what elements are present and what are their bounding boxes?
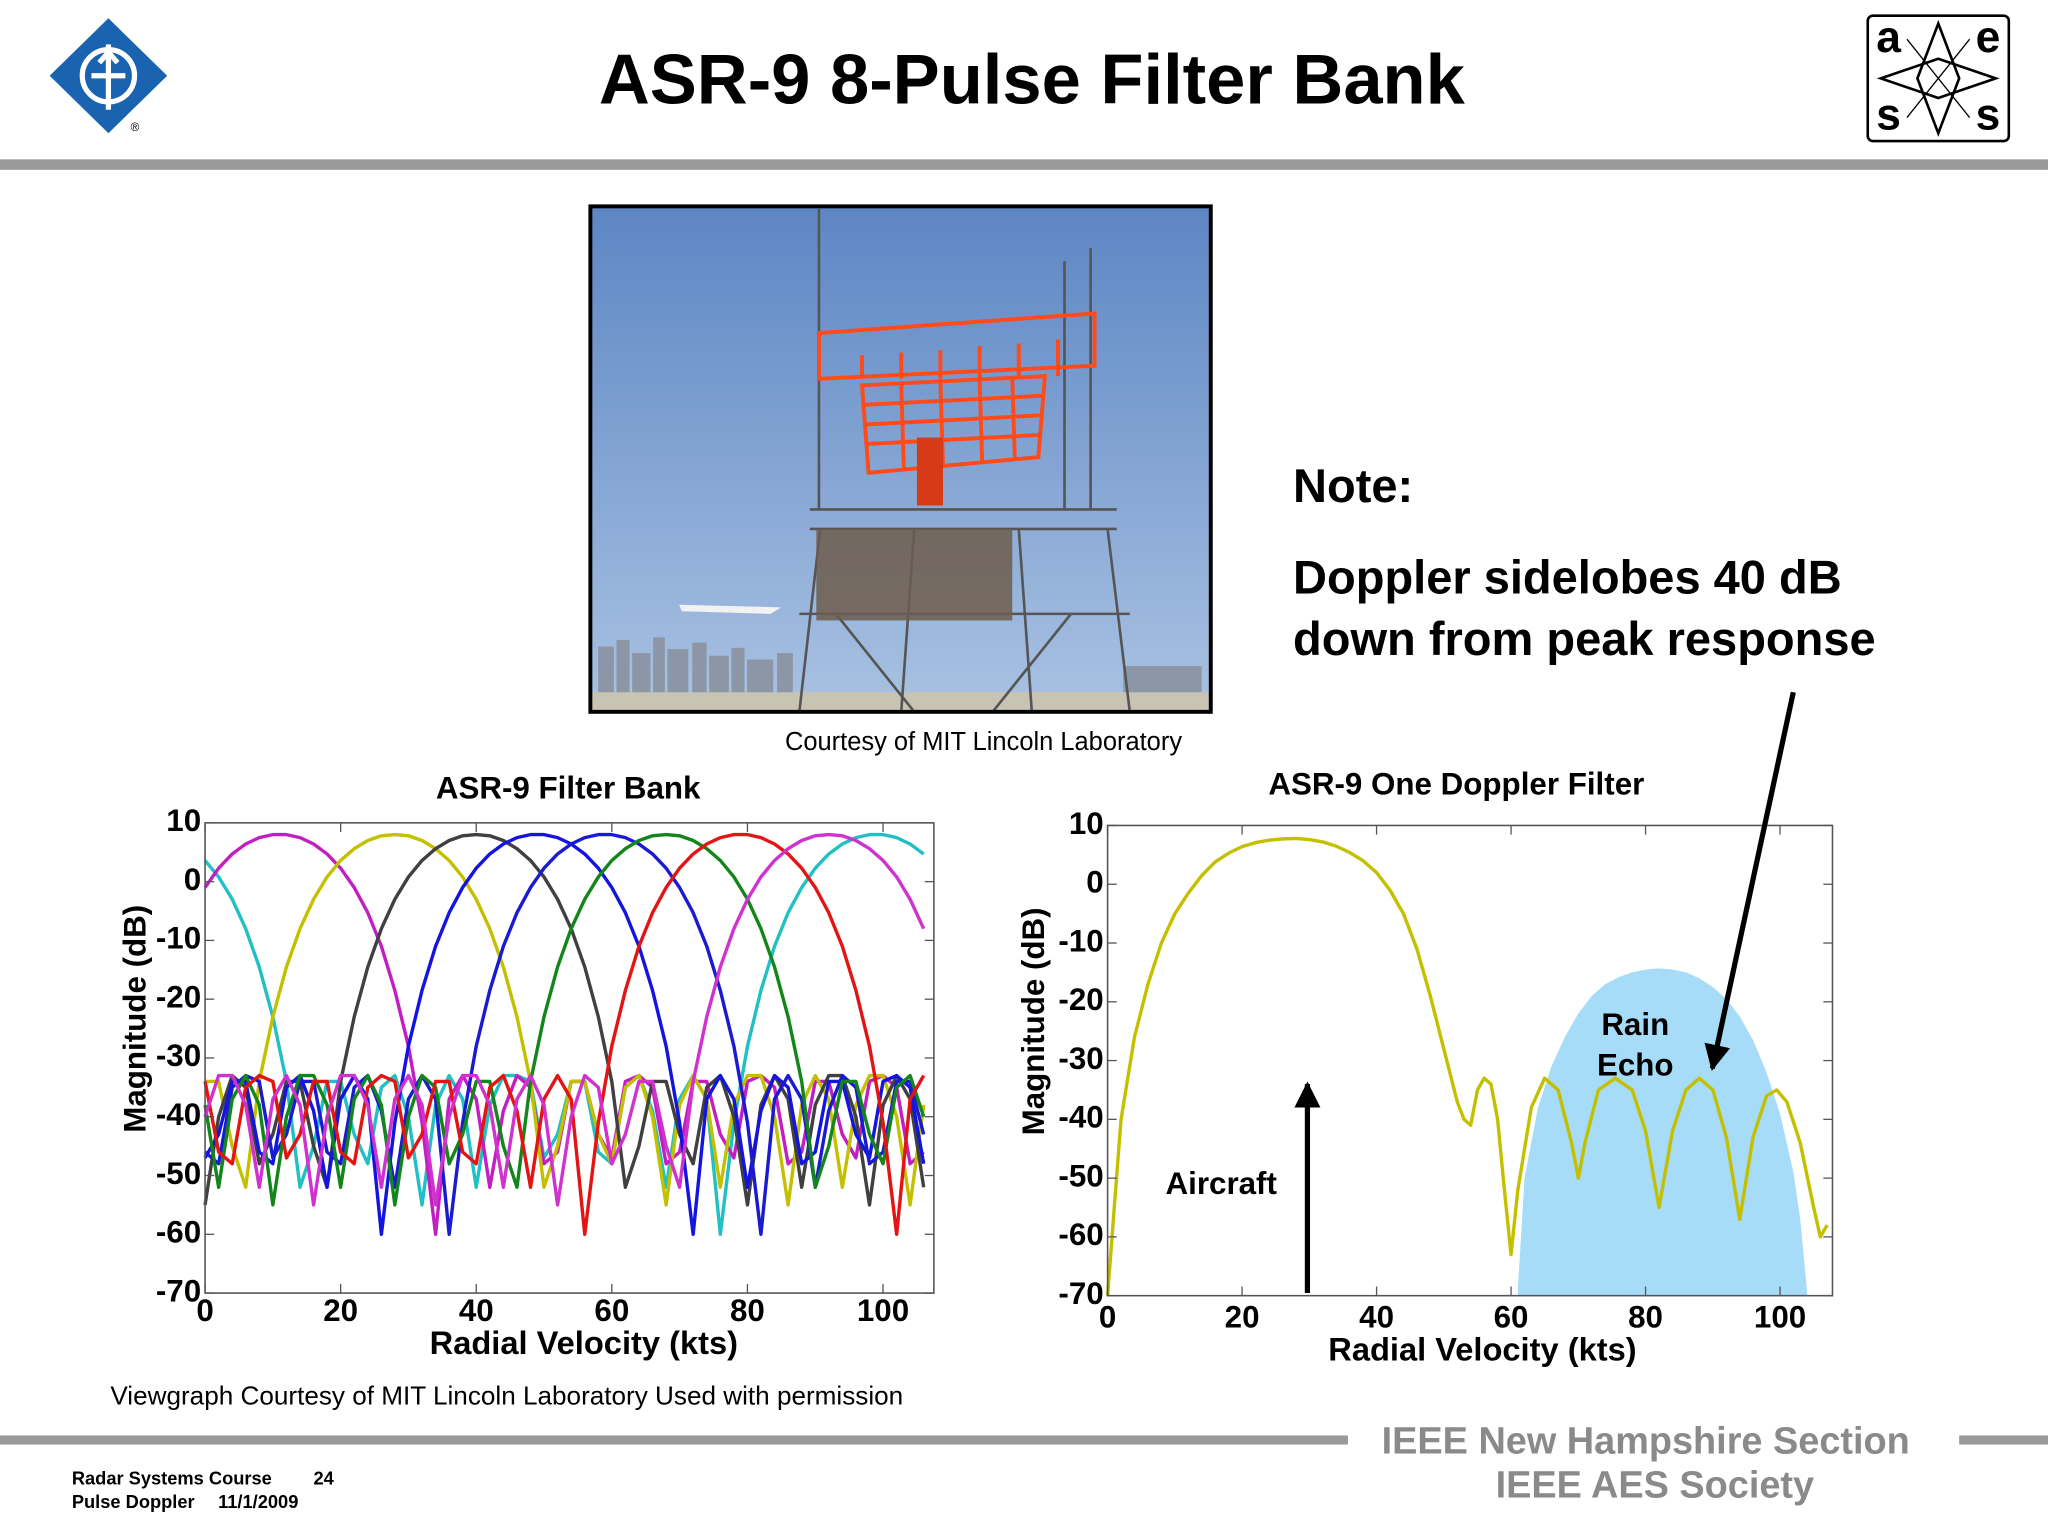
filter-response	[1105, 836, 1829, 1296]
x-tick-label: 60	[594, 1293, 629, 1328]
radar-photo	[588, 204, 1213, 714]
logo-letter: e	[1976, 13, 2001, 62]
aes-logo: a e s s	[1866, 13, 2011, 143]
footer-rule	[1959, 1435, 2048, 1445]
y-tick-label: -20	[1058, 982, 1103, 1017]
y-axis-label: Magnitude (dB)	[117, 905, 152, 1133]
y-tick-label: -30	[1058, 1041, 1103, 1076]
x-tick-label: 60	[1494, 1299, 1529, 1334]
x-tick-label: 20	[323, 1293, 358, 1328]
logo-letter: a	[1876, 13, 1901, 62]
y-tick-label: -40	[156, 1097, 201, 1132]
footer-topic: Pulse Doppler	[72, 1491, 195, 1512]
y-tick-label: -60	[156, 1215, 201, 1250]
registered-mark: ®	[131, 121, 140, 134]
y-tick-label: -70	[1058, 1276, 1103, 1311]
y-tick-label: -50	[1058, 1158, 1103, 1193]
filter-response	[203, 832, 926, 1236]
filter-response	[203, 832, 926, 1207]
footer-org: IEEE AES Society	[1496, 1465, 1814, 1507]
x-tick-label: 80	[1628, 1299, 1663, 1334]
footer-date: 11/1/2009	[218, 1491, 298, 1512]
plot-area	[205, 822, 934, 1294]
y-tick-label: -10	[156, 921, 201, 956]
header-rule	[0, 159, 2048, 170]
filter-response	[203, 832, 926, 1207]
note-arrow	[1704, 691, 1796, 1071]
x-tick-label: 100	[857, 1293, 909, 1328]
x-axis-label: Radial Velocity (kts)	[430, 1324, 738, 1361]
x-tick-label: 40	[1359, 1299, 1394, 1334]
chart-title: ASR-9 One Doppler Filter	[1268, 767, 1644, 802]
charts: ASR-9 Filter Bank Radial Velocity (kts) Ma…	[117, 767, 1834, 1367]
photo-credit: Courtesy of MIT Lincoln Laboratory	[785, 728, 1182, 756]
x-tick-label: 0	[196, 1293, 213, 1328]
y-tick-label: -70	[156, 1273, 201, 1308]
x-tick-label: 0	[1099, 1299, 1116, 1334]
footer-rule	[0, 1435, 1348, 1445]
y-tick-label: 10	[166, 803, 201, 838]
annotation: Aircraft	[1166, 1166, 1278, 1201]
filter-response	[203, 832, 926, 1236]
note-heading: Note:	[1293, 459, 1413, 512]
y-tick-label: -50	[156, 1156, 201, 1191]
footer-page: 24	[313, 1468, 334, 1489]
chart-credit: Viewgraph Courtesy of MIT Lincoln Labora…	[110, 1380, 903, 1410]
y-tick-label: -60	[1058, 1217, 1103, 1252]
logo-letter: s	[1976, 90, 2001, 139]
chart: ASR-9 Filter Bank Radial Velocity (kts) Ma…	[117, 770, 935, 1361]
y-tick-label: -10	[1058, 923, 1103, 958]
note-line: down from peak response	[1293, 612, 1876, 665]
x-axis-label: Radial Velocity (kts)	[1328, 1330, 1636, 1367]
footer-org: IEEE New Hampshire Section	[1382, 1420, 1910, 1462]
x-tick-label: 100	[1754, 1299, 1806, 1334]
x-tick-label: 40	[459, 1293, 494, 1328]
note-line: Doppler sidelobes 40 dB	[1293, 551, 1842, 604]
y-tick-label: 0	[1086, 865, 1103, 900]
logo-letter: s	[1876, 90, 1901, 139]
x-tick-label: 80	[730, 1293, 765, 1328]
y-tick-label: -40	[1058, 1100, 1103, 1135]
ieee-logo: ®	[49, 18, 168, 134]
y-axis-label: Magnitude (dB)	[1016, 907, 1051, 1135]
chart-title: ASR-9 Filter Bank	[436, 770, 701, 805]
y-tick-label: -30	[156, 1038, 201, 1073]
annotation: Echo	[1597, 1047, 1674, 1082]
y-tick-label: 10	[1069, 806, 1104, 841]
rain-echo-area	[1517, 968, 1807, 1296]
footer-course: Radar Systems Course	[72, 1468, 272, 1489]
y-tick-label: -20	[156, 979, 201, 1014]
annotation: Rain	[1601, 1007, 1669, 1042]
slide-title: ASR-9 8-Pulse Filter Bank	[599, 40, 1466, 119]
y-tick-label: 0	[184, 862, 201, 897]
x-tick-label: 20	[1225, 1299, 1260, 1334]
